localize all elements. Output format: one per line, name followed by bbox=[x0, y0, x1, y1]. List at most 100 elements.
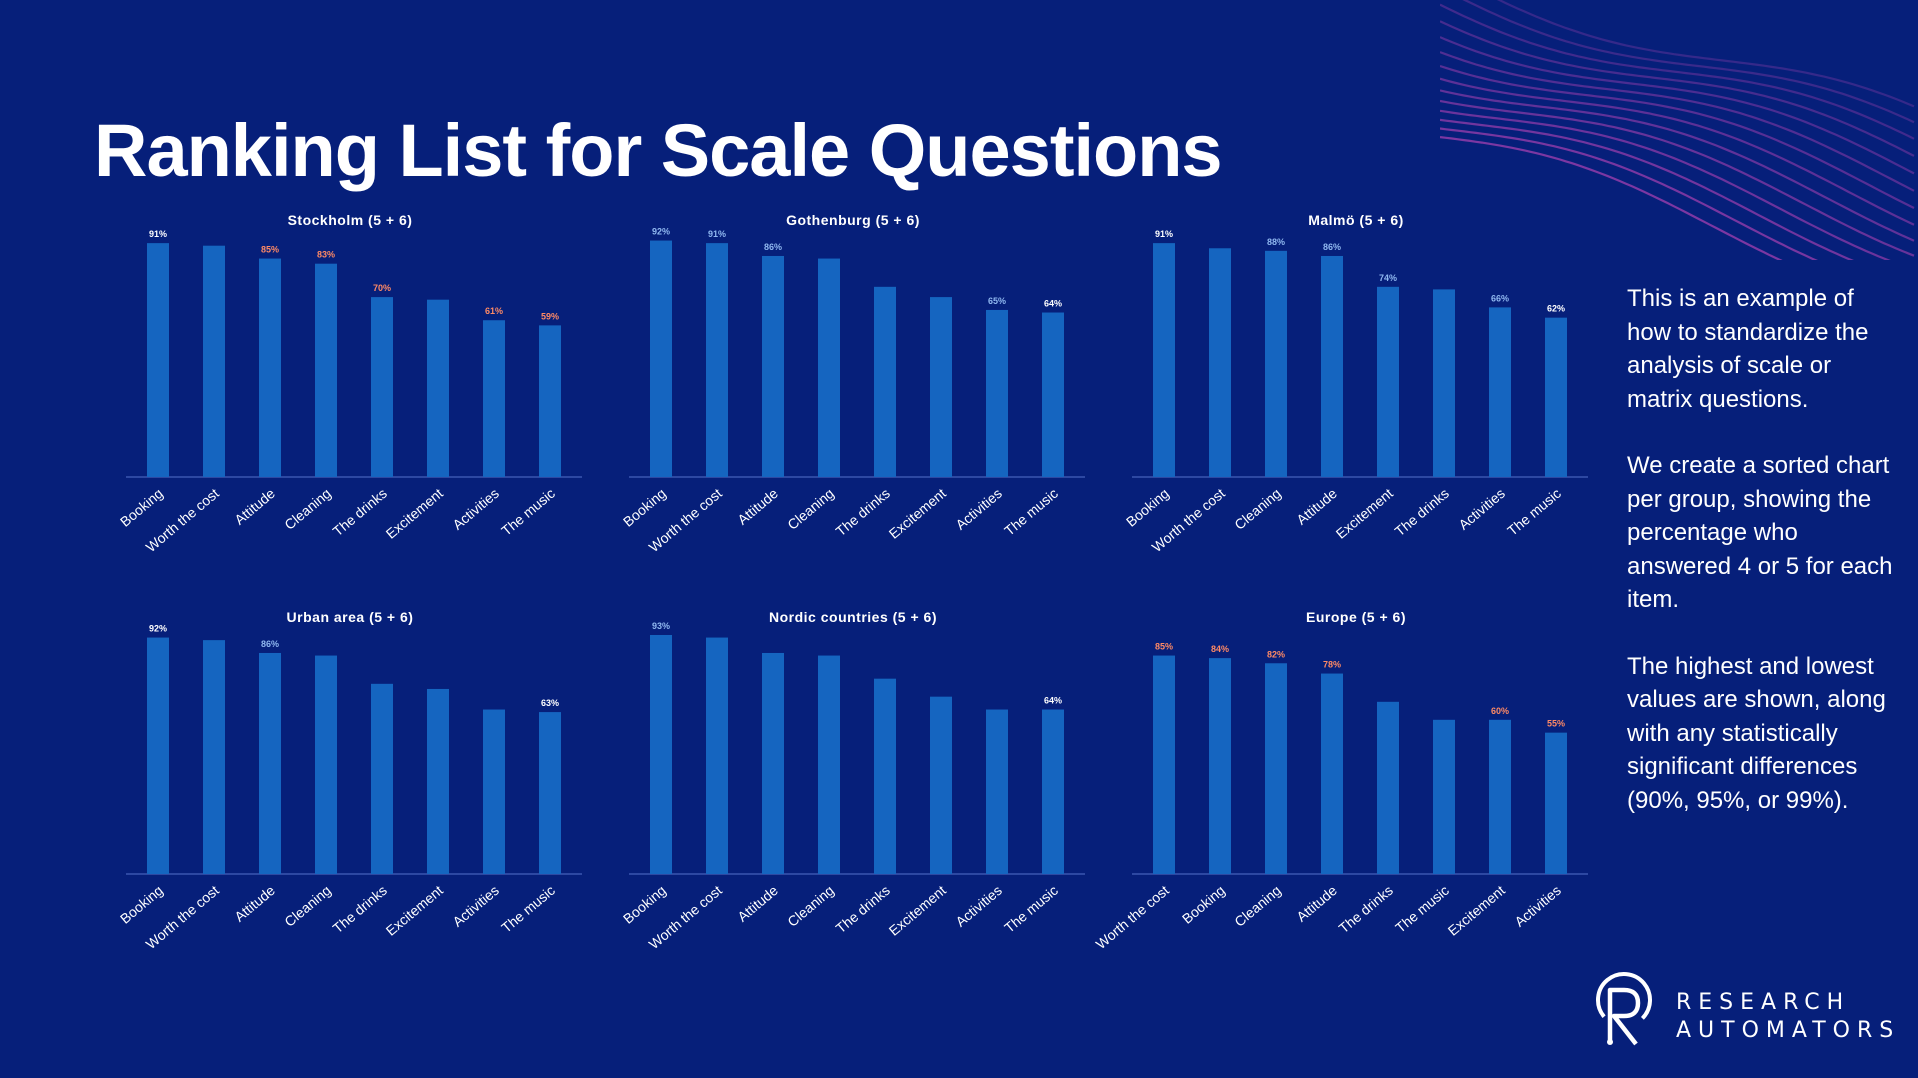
bar bbox=[650, 634, 672, 874]
chart-gothenburg: Gothenburg (5 + 6) 92% Booking 91% Worth th… bbox=[603, 212, 1103, 602]
bar bbox=[1265, 663, 1287, 874]
bar bbox=[259, 652, 281, 874]
wave-line bbox=[1440, 99, 1915, 257]
wave-line bbox=[1462, 0, 1915, 124]
category-label: Cleaning bbox=[784, 485, 837, 533]
bar bbox=[1321, 255, 1343, 477]
bar bbox=[203, 640, 225, 874]
category-label: Attitude bbox=[1293, 882, 1340, 925]
bar bbox=[259, 258, 281, 477]
chart-plot: 85% Worth the cost 84% Booking 82% Cleaning 78… bbox=[1093, 642, 1588, 952]
bar bbox=[147, 243, 169, 477]
bar bbox=[483, 320, 505, 477]
category-label: Activities bbox=[952, 882, 1005, 930]
chart-title: Nordic countries (5 + 6) bbox=[769, 609, 937, 625]
data-label: 85% bbox=[1155, 642, 1173, 652]
bar bbox=[818, 258, 840, 477]
category-label: The music bbox=[1001, 882, 1061, 936]
chart-stockholm: Stockholm (5 + 6) 91% Booking Worth the co… bbox=[100, 212, 600, 602]
category-label: The drinks bbox=[330, 882, 390, 936]
data-label: 84% bbox=[1211, 644, 1229, 654]
explanation-paragraph: The highest and lowest values are shown,… bbox=[1627, 652, 1886, 814]
bar bbox=[874, 286, 896, 477]
category-label: Cleaning bbox=[1231, 882, 1284, 930]
data-label: 92% bbox=[652, 227, 670, 237]
data-label: 61% bbox=[485, 306, 503, 316]
data-label: 86% bbox=[261, 639, 279, 649]
data-label: 86% bbox=[764, 242, 782, 252]
category-label: The music bbox=[1504, 485, 1564, 539]
data-label: 88% bbox=[1267, 237, 1285, 247]
category-label: The music bbox=[498, 485, 558, 539]
bar bbox=[1377, 701, 1399, 874]
category-label: Booking bbox=[620, 485, 669, 530]
category-label: Excitement bbox=[886, 882, 949, 939]
bar bbox=[706, 637, 728, 874]
bar bbox=[1489, 719, 1511, 874]
data-label: 55% bbox=[1547, 719, 1565, 729]
chart-title: Stockholm (5 + 6) bbox=[287, 212, 413, 228]
wave-line bbox=[1440, 109, 1891, 260]
chart-title: Malmö (5 + 6) bbox=[1308, 212, 1404, 228]
category-label: The drinks bbox=[833, 485, 893, 539]
data-label: 86% bbox=[1323, 242, 1341, 252]
bar bbox=[371, 297, 393, 477]
bar bbox=[1153, 243, 1175, 477]
bar bbox=[371, 683, 393, 874]
bar bbox=[483, 709, 505, 874]
data-label: 91% bbox=[149, 229, 167, 239]
brand-name-line1: RESEARCH bbox=[1676, 990, 1851, 1015]
wave-line bbox=[1440, 77, 1915, 226]
data-label: 85% bbox=[261, 245, 279, 255]
wave-line bbox=[1440, 51, 1915, 192]
data-label: 70% bbox=[373, 283, 391, 293]
data-label: 82% bbox=[1267, 649, 1285, 659]
data-label: 65% bbox=[988, 296, 1006, 306]
category-label: Cleaning bbox=[1231, 485, 1284, 533]
category-label: Booking bbox=[117, 485, 166, 530]
bar bbox=[203, 245, 225, 477]
category-label: Worth the cost bbox=[1093, 882, 1172, 952]
wave-line bbox=[1440, 136, 1783, 260]
category-label: The music bbox=[498, 882, 558, 936]
category-label: Activities bbox=[1455, 485, 1508, 533]
category-label: Attitude bbox=[1293, 485, 1340, 528]
category-label: Booking bbox=[117, 882, 166, 927]
category-label: The drinks bbox=[1336, 882, 1396, 936]
data-label: 92% bbox=[149, 624, 167, 634]
category-label: The drinks bbox=[1392, 485, 1452, 539]
data-label: 74% bbox=[1379, 273, 1397, 283]
bar bbox=[986, 709, 1008, 874]
data-label: 60% bbox=[1491, 706, 1509, 716]
wave-line bbox=[1496, 0, 1915, 108]
bar bbox=[315, 655, 337, 874]
category-label: Activities bbox=[952, 485, 1005, 533]
category-label: Activities bbox=[1511, 882, 1564, 930]
bar bbox=[930, 297, 952, 477]
bar bbox=[762, 652, 784, 874]
bar bbox=[539, 712, 561, 874]
bar bbox=[1489, 307, 1511, 477]
wave-line bbox=[1440, 64, 1915, 209]
chart-europe: Europe (5 + 6) 85% Worth the cost 84% Booki… bbox=[1093, 609, 1606, 999]
wave-decoration bbox=[1440, 0, 1915, 260]
wave-line bbox=[1440, 127, 1818, 260]
bar bbox=[1153, 655, 1175, 874]
data-label: 66% bbox=[1491, 293, 1509, 303]
explanation-paragraph: This is an example of how to standardize… bbox=[1627, 285, 1869, 413]
category-label: Activities bbox=[449, 882, 502, 930]
explanation-text: This is an example of how to standardize… bbox=[1627, 282, 1897, 850]
bar bbox=[930, 696, 952, 874]
bar bbox=[650, 240, 672, 477]
chart-title: Urban area (5 + 6) bbox=[286, 609, 414, 625]
category-label: Excitement bbox=[1445, 882, 1508, 939]
category-label: Attitude bbox=[734, 485, 781, 528]
page-title: Ranking List for Scale Questions bbox=[94, 109, 1223, 192]
category-label: The drinks bbox=[833, 882, 893, 936]
bar bbox=[986, 309, 1008, 477]
